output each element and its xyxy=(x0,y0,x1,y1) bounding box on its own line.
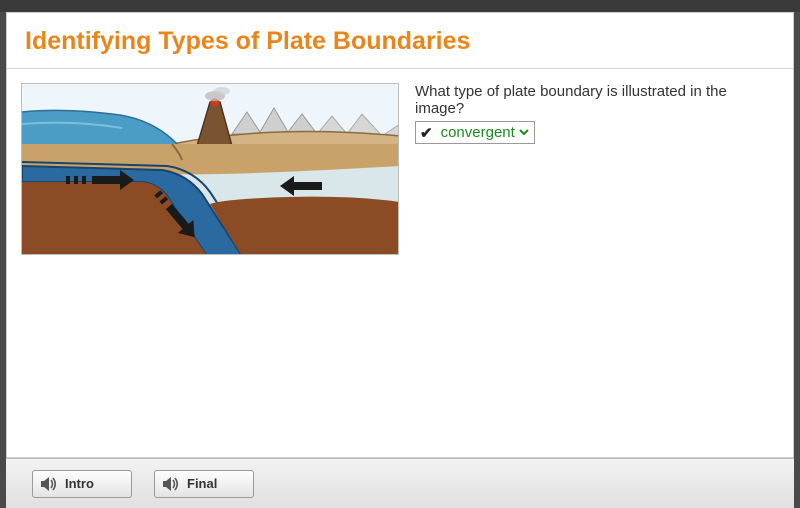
question-area: What type of plate boundary is illustrat… xyxy=(415,83,793,255)
checkmark-icon: ✔ xyxy=(420,124,433,142)
intro-label: Intro xyxy=(65,476,94,491)
page-body: Identifying Types of Plate Boundaries xyxy=(6,12,794,458)
top-bar xyxy=(0,0,800,12)
bottom-bar: Intro Final xyxy=(6,458,794,508)
speaker-icon xyxy=(39,475,59,493)
answer-control: ✔ convergent xyxy=(415,121,535,144)
content-row: What type of plate boundary is illustrat… xyxy=(7,69,793,255)
title-area: Identifying Types of Plate Boundaries xyxy=(7,13,793,69)
final-label: Final xyxy=(187,476,217,491)
plate-boundary-diagram xyxy=(21,83,399,255)
answer-select[interactable]: convergent xyxy=(437,123,532,142)
question-text: What type of plate boundary is illustrat… xyxy=(415,83,779,117)
page-title: Identifying Types of Plate Boundaries xyxy=(25,27,775,56)
speaker-icon xyxy=(161,475,181,493)
intro-button[interactable]: Intro xyxy=(32,470,132,498)
final-button[interactable]: Final xyxy=(154,470,254,498)
subduction-illustration xyxy=(22,84,399,255)
